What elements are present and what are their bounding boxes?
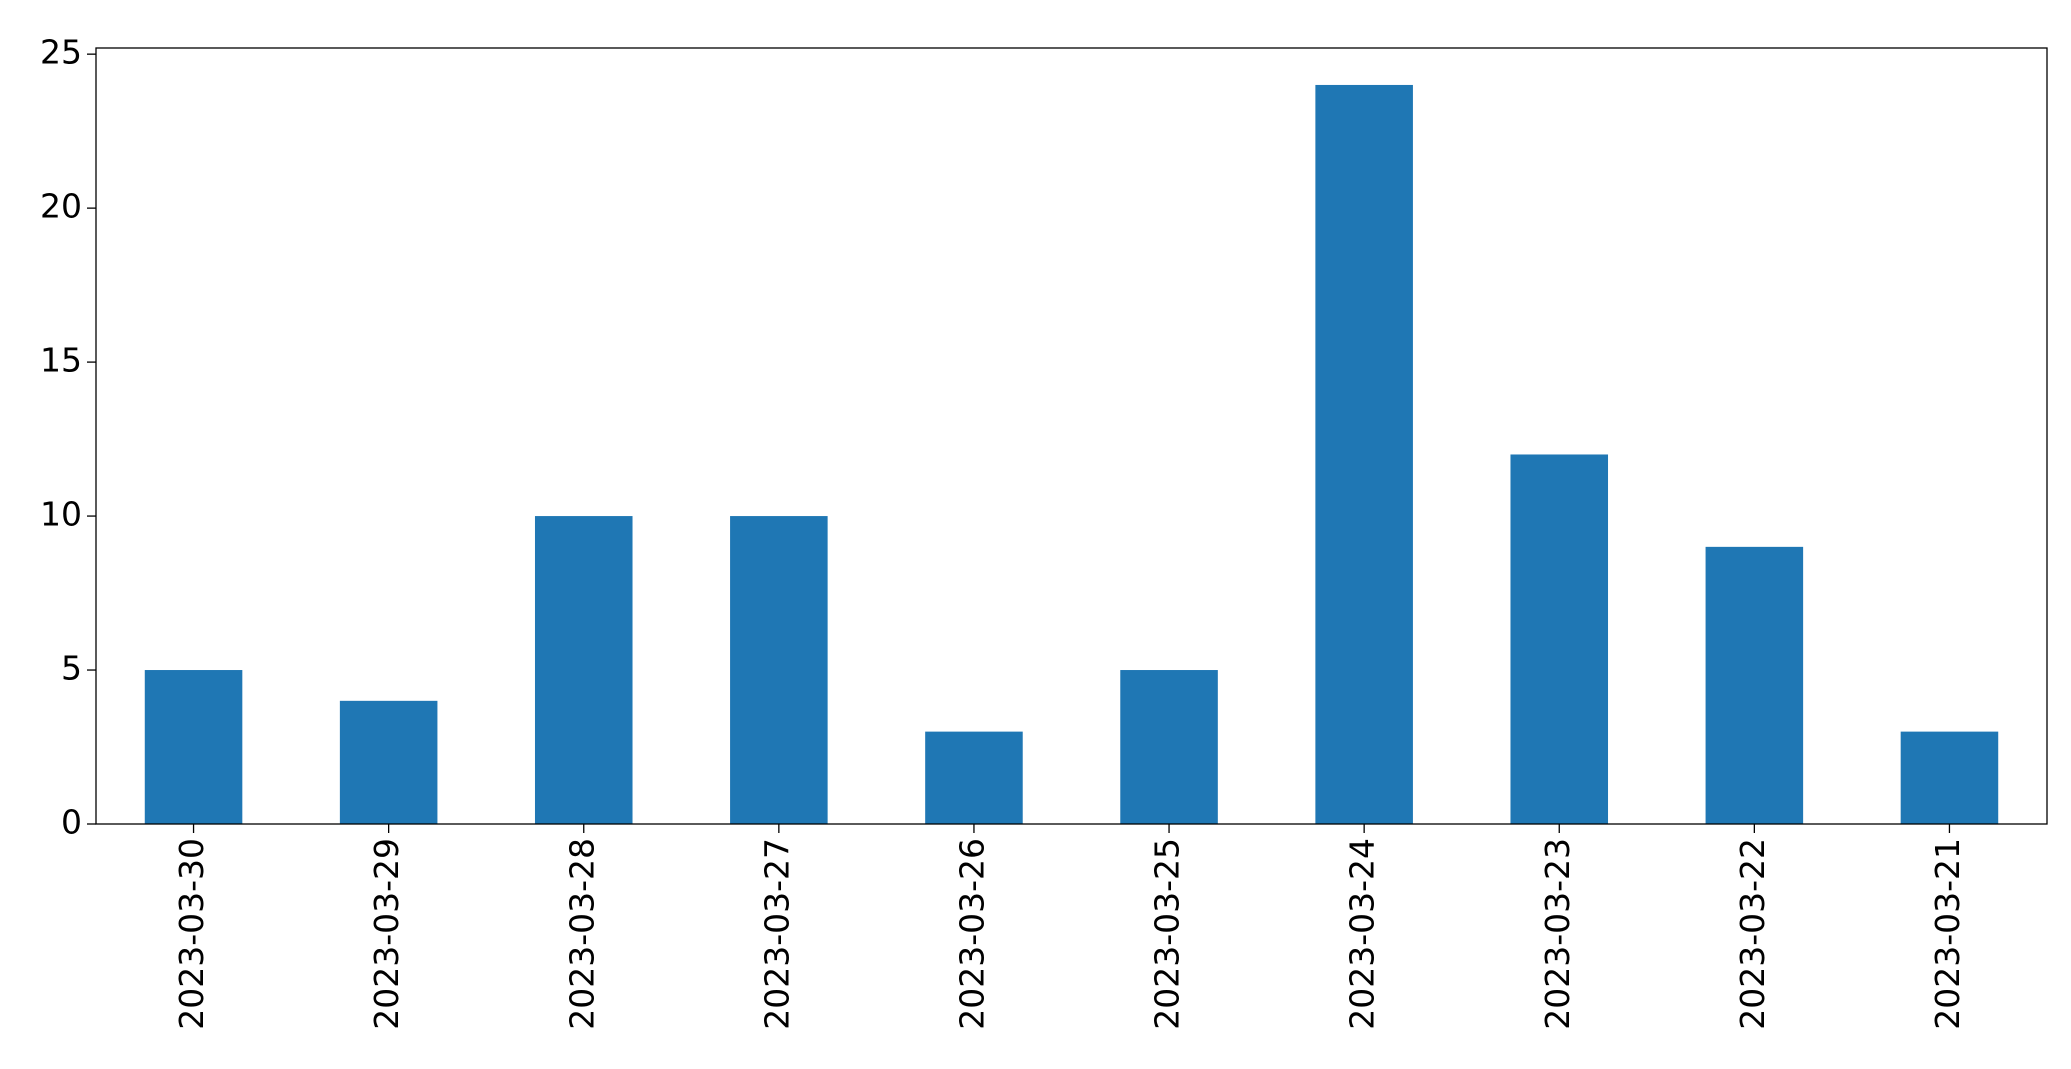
x-tick-label: 2023-03-29: [367, 838, 406, 1030]
x-tick-label: 2023-03-23: [1538, 838, 1577, 1030]
x-tick-label: 2023-03-28: [562, 838, 601, 1030]
bar: [925, 731, 1023, 824]
bar: [144, 670, 243, 824]
plot-frame: [95, 47, 2048, 825]
x-tick-label: 2023-03-30: [172, 838, 211, 1030]
x-tick-label: 2023-03-27: [757, 838, 796, 1030]
y-tick-label: 20: [40, 187, 82, 226]
x-tick-label: 2023-03-22: [1733, 838, 1772, 1030]
bar: [1120, 670, 1218, 824]
x-tick-label: 2023-03-24: [1343, 838, 1382, 1030]
x-tick-label: 2023-03-25: [1148, 838, 1187, 1030]
bar: [1315, 84, 1413, 824]
bar: [730, 516, 828, 824]
y-tick-label: 25: [40, 33, 82, 72]
y-tick-label: 5: [61, 649, 82, 688]
bar: [1900, 731, 1999, 824]
y-tick-label: 10: [40, 495, 82, 534]
bar: [1510, 454, 1609, 824]
x-tick-label: 2023-03-21: [1928, 838, 1967, 1030]
x-tick-label: 2023-03-26: [952, 838, 991, 1030]
bar: [1705, 546, 1804, 824]
bar: [339, 700, 438, 824]
y-tick-label: 15: [40, 341, 82, 380]
y-tick-label: 0: [61, 803, 82, 842]
bar: [534, 516, 633, 824]
